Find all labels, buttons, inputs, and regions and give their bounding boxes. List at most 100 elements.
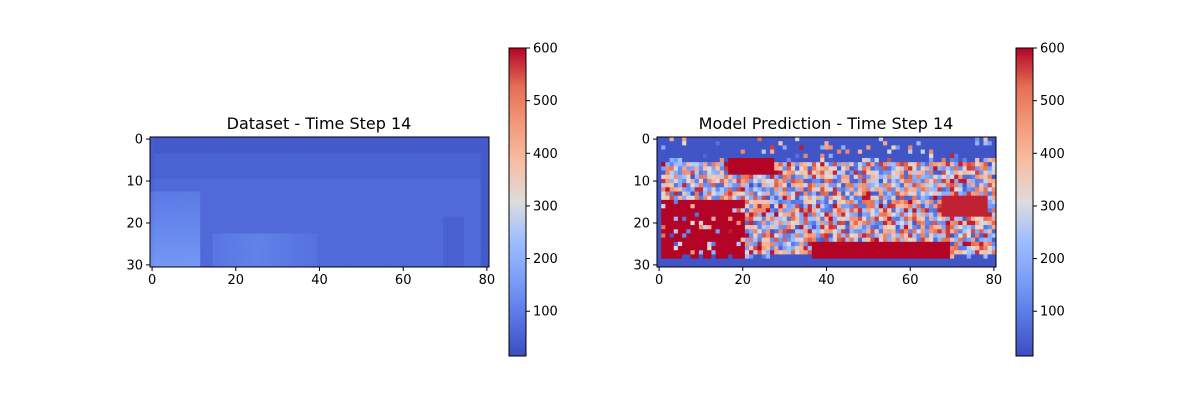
heatmap-cell [673,191,679,197]
heatmap-cell [179,241,184,247]
heatmap-cell [359,258,364,264]
heatmap-cell [761,137,767,142]
heatmap-cell [853,204,859,209]
heatmap-cell [237,137,243,142]
heatmap-cell [321,162,327,167]
heatmap-cell [836,191,842,197]
heatmap-cell [422,191,427,197]
heatmap-cell [895,254,901,260]
heatmap-cell [405,258,410,264]
heatmap-cell [208,166,214,172]
heatmap-cell [878,157,884,163]
heatmap-cell [895,233,901,239]
heatmap-cell [749,237,754,243]
heatmap-cell [732,233,738,239]
heatmap-cell [409,199,415,205]
heatmap-cell [170,195,176,201]
right-title: Model Prediction - Time Step 14 [699,114,954,133]
heatmap-cell [459,157,465,163]
heatmap-cell [283,250,289,255]
heatmap-cell [719,145,725,151]
heatmap-cell [853,145,859,151]
heatmap-cell [820,199,825,205]
heatmap-cell [979,212,984,218]
heatmap-cell [472,145,477,151]
heatmap-cell [338,149,344,155]
heatmap-cell [237,246,243,251]
heatmap-cell [811,137,817,142]
heatmap-cell [912,170,917,176]
heatmap-cell [799,204,804,209]
heatmap-cell [845,212,851,218]
heatmap-cell [874,229,880,234]
heatmap-cell [891,137,897,142]
heatmap-cell [166,153,172,159]
heatmap-cell [803,199,809,205]
heatmap-cell [271,195,277,201]
heatmap-cell [430,157,436,163]
heatmap-cell [288,241,293,247]
heatmap-cell [820,137,825,142]
heatmap-cell [438,195,444,201]
heatmap-cell [150,262,155,268]
heatmap-cell [325,162,331,167]
heatmap-cell [376,145,381,151]
heatmap-cell [941,250,947,255]
heatmap-cell [434,199,440,205]
heatmap-cell [694,162,700,167]
heatmap-cell [438,250,444,255]
heatmap-cell [442,212,448,218]
heatmap-cell [770,178,775,184]
heatmap-cell [158,153,164,159]
heatmap-cell [878,241,884,247]
heatmap-cell [866,241,871,247]
heatmap-cell [455,254,461,260]
heatmap-cell [682,229,687,234]
heatmap-cell [929,246,934,251]
heatmap-cell [774,187,779,193]
heatmap-cell [401,153,406,159]
heatmap-cell [811,183,817,188]
heatmap-cell [371,178,377,184]
heatmap-cell [799,153,804,159]
heatmap-cell [380,246,385,251]
heatmap-cell [447,157,452,163]
heatmap-cell [283,178,289,184]
heatmap-cell [715,246,721,251]
heatmap-cell [661,204,666,209]
heatmap-cell [367,250,373,255]
heatmap-cell [677,166,683,172]
heatmap-cell [317,191,323,197]
heatmap-cell [874,237,880,243]
heatmap-cell [225,208,231,213]
heatmap-cell [979,241,984,247]
heatmap-cell [225,246,231,251]
heatmap-cell [677,178,683,184]
heatmap-cell [845,166,851,172]
heatmap-cell [442,216,448,222]
heatmap-cell [329,212,335,218]
heatmap-cell [221,254,226,260]
heatmap-cell [728,178,733,184]
heatmap-cell [158,137,164,142]
heatmap-cell [304,204,310,209]
heatmap-cell [405,216,410,222]
heatmap-cell [874,162,880,167]
heatmap-cell [447,258,452,264]
heatmap-cell [874,178,880,184]
heatmap-cell [179,183,184,188]
heatmap-cell [698,216,704,222]
heatmap-cell [677,195,683,201]
heatmap-cell [350,145,356,151]
heatmap-cell [832,170,838,176]
heatmap-cell [355,246,360,251]
heatmap-cell [275,178,281,184]
heatmap-cell [761,199,767,205]
heatmap-cell [350,233,356,239]
heatmap-cell [728,191,733,197]
heatmap-cell [179,157,184,163]
heatmap-cell [317,216,323,222]
heatmap-cell [216,183,222,188]
heatmap-cell [661,212,666,218]
heatmap-cell [342,216,348,222]
